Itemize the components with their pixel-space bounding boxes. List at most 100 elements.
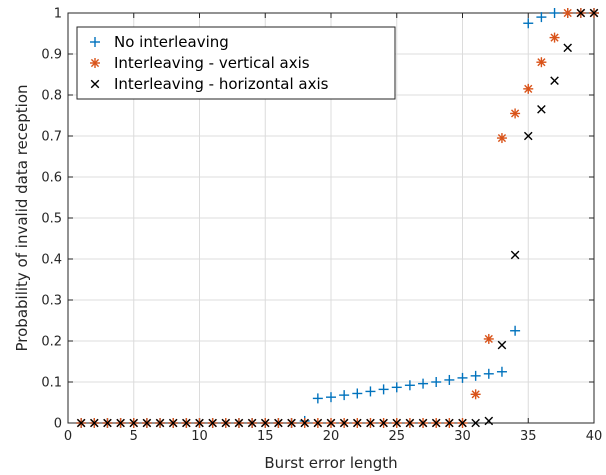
data-point <box>523 83 534 94</box>
data-point <box>510 250 520 260</box>
data-point <box>300 418 309 428</box>
data-point <box>496 133 507 144</box>
y-tick-label: 0.6 <box>41 171 62 186</box>
data-point <box>378 384 389 395</box>
y-tick-label: 0.5 <box>41 212 62 227</box>
legend-label: Interleaving - vertical axis <box>114 54 310 72</box>
y-tick-label: 0.1 <box>41 376 62 391</box>
tick-layer: 0 5 10 15 20 25 30 35 40 0 0.1 0.2 0.3 0.4 0.5 0.6 0.7 0.… <box>41 7 602 445</box>
data-point <box>470 370 481 381</box>
data-point <box>221 418 231 428</box>
data-point <box>234 418 244 428</box>
data-point <box>391 382 402 393</box>
data-point <box>405 418 415 428</box>
data-point <box>182 418 191 428</box>
data-point <box>339 418 349 428</box>
data-point <box>326 418 336 428</box>
data-point <box>510 325 521 336</box>
data-point <box>366 418 375 428</box>
legend: No interleaving Interleaving - vertical a… <box>76 26 396 100</box>
data-point <box>549 32 560 43</box>
data-point <box>116 418 125 428</box>
data-point <box>562 8 573 18</box>
data-point <box>549 8 560 18</box>
data-point <box>353 418 362 428</box>
y-tick-label: 0 <box>54 417 62 432</box>
legend-marker <box>90 58 100 68</box>
legend-label: Interleaving - horizontal axis <box>114 75 329 93</box>
data-point <box>536 12 547 23</box>
data-point <box>576 8 586 18</box>
data-point <box>404 380 415 391</box>
x-tick-label: 10 <box>191 429 208 444</box>
data-point <box>339 390 350 401</box>
x-tick-label: 25 <box>388 429 405 444</box>
data-point <box>418 378 429 389</box>
data-point <box>247 418 257 428</box>
y-axis-label: Probability of invalid data reception <box>13 84 31 351</box>
data-point <box>274 418 283 428</box>
legend-entry: Interleaving - vertical axis <box>90 54 310 72</box>
legend-marker <box>90 37 100 47</box>
y-tick-label: 0.2 <box>41 335 62 350</box>
data-point <box>365 386 376 397</box>
data-point <box>431 418 441 428</box>
data-point <box>142 418 152 428</box>
data-point <box>260 418 270 428</box>
data-point <box>458 418 467 428</box>
legend-label: No interleaving <box>114 33 229 51</box>
y-tick-label: 0.8 <box>41 89 62 104</box>
x-tick-label: 5 <box>130 429 138 444</box>
x-tick-label: 15 <box>257 429 274 444</box>
data-point <box>550 76 559 85</box>
legend-marker <box>90 79 100 89</box>
y-tick-label: 0.9 <box>41 48 62 63</box>
data-point <box>510 108 521 119</box>
series-3 <box>76 8 599 428</box>
legend-box <box>76 26 396 100</box>
data-point <box>563 43 572 53</box>
x-tick-label: 0 <box>64 429 72 444</box>
x-tick-label: 20 <box>323 429 340 444</box>
legend-entry: No interleaving <box>90 33 229 51</box>
legend-entries: No interleaving Interleaving - vertical a… <box>90 33 329 93</box>
data-point <box>431 377 442 387</box>
data-point <box>589 8 599 18</box>
y-tick-label: 1 <box>54 7 62 22</box>
data-point <box>76 418 86 428</box>
data-point <box>471 418 480 428</box>
data-point <box>445 418 454 428</box>
data-point <box>483 333 494 344</box>
data-point <box>103 418 112 428</box>
data-point <box>484 416 494 426</box>
data-point <box>497 340 507 350</box>
x-tick-label: 40 <box>586 429 603 444</box>
data-point <box>313 418 323 428</box>
x-tick-label: 35 <box>520 429 537 444</box>
marker-layer <box>76 8 599 428</box>
data-point <box>496 366 507 377</box>
data-point <box>326 392 336 403</box>
data-point <box>418 418 428 428</box>
y-tick-label: 0.4 <box>41 253 62 268</box>
data-point <box>457 372 468 383</box>
legend-entry: Interleaving - horizontal axis <box>90 75 329 93</box>
data-point <box>168 418 178 428</box>
data-point <box>379 418 388 428</box>
data-point <box>536 57 547 68</box>
y-tick-label: 0.3 <box>41 294 62 309</box>
data-point <box>523 18 534 29</box>
x-tick-label: 30 <box>454 429 471 444</box>
data-point <box>444 374 455 385</box>
data-point <box>129 418 139 428</box>
x-axis-label: Burst error length <box>264 454 397 472</box>
data-point <box>537 105 546 114</box>
data-point <box>483 368 494 379</box>
data-point <box>523 131 533 141</box>
data-point <box>90 418 99 428</box>
data-point <box>287 418 296 428</box>
data-point <box>195 418 204 428</box>
y-tick-label: 0.7 <box>41 130 62 145</box>
data-point <box>155 418 165 428</box>
